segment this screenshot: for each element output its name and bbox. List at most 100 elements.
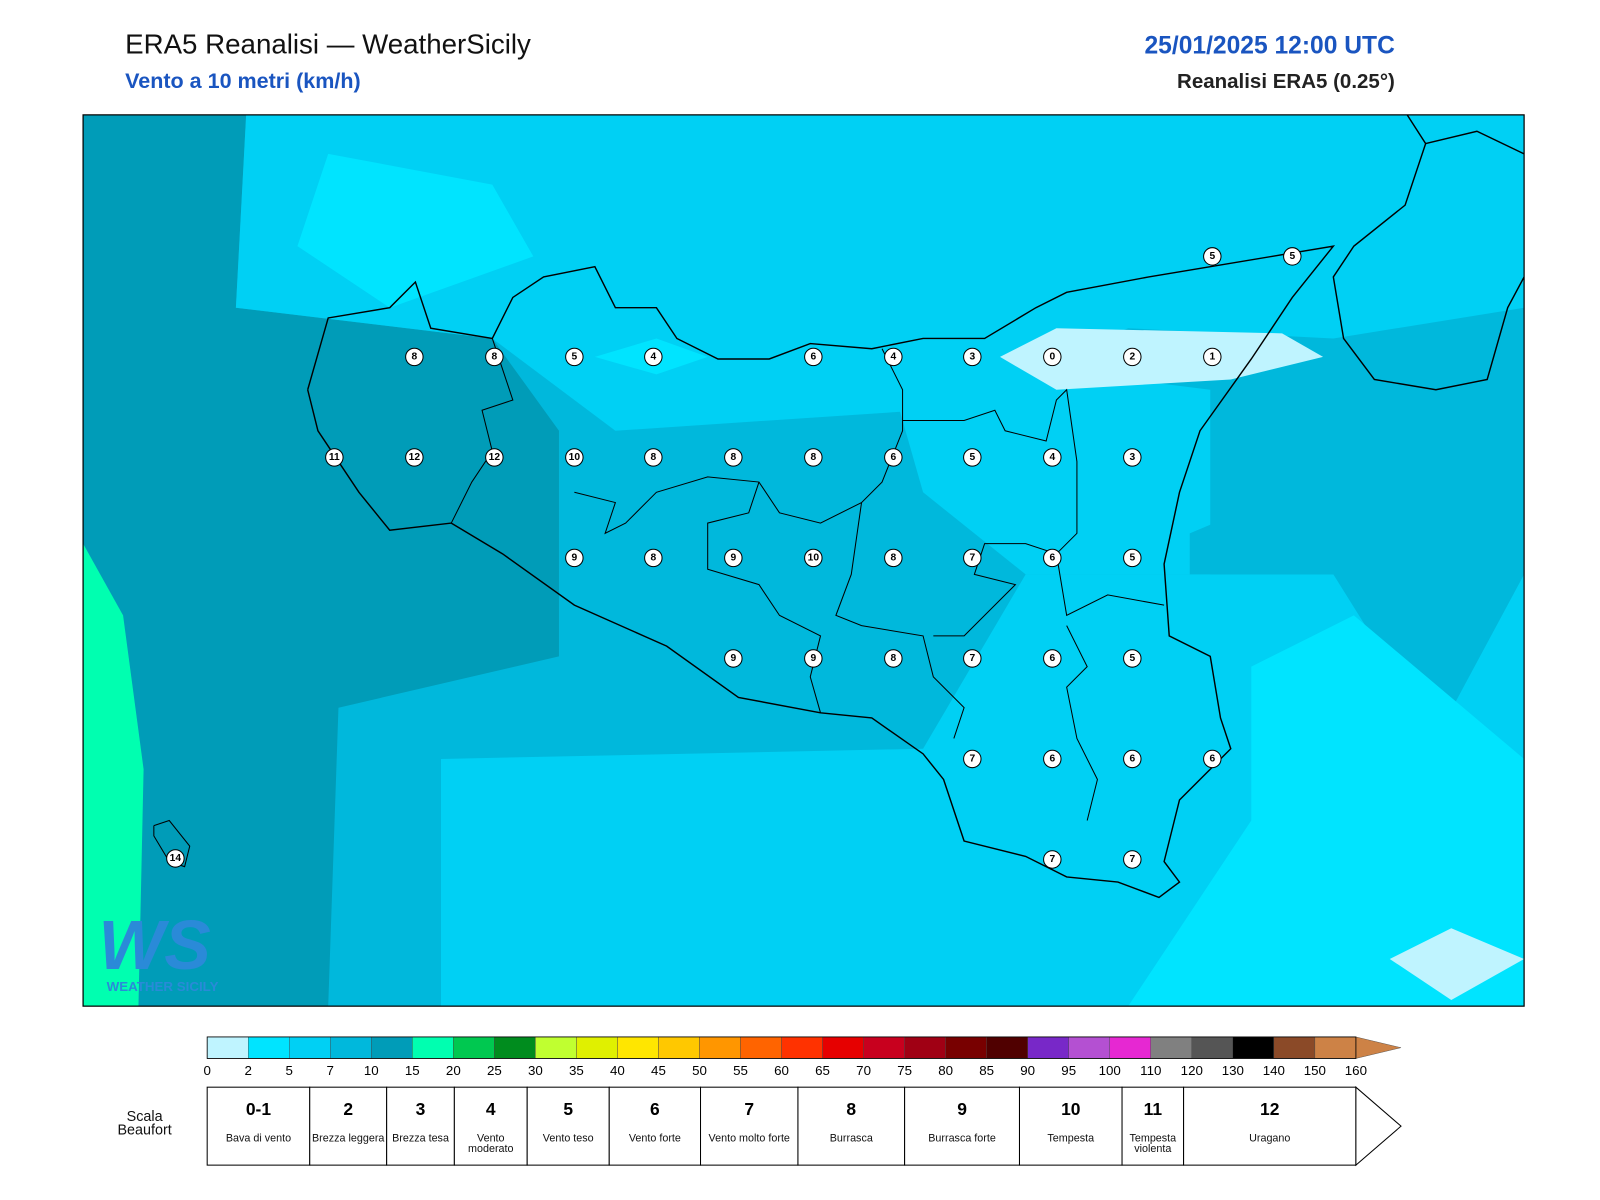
coastline [1425,130,1525,155]
station-marker [485,347,504,367]
beaufort-arrow [1355,1086,1402,1167]
station-value: 14 [170,853,182,864]
beaufort-description-box: Brezza leggera [312,1133,384,1144]
station-value: 1 [1209,351,1215,362]
colorbar-segment [945,1036,987,1059]
station-value: 5 [969,452,975,463]
province-border [902,388,1078,637]
beaufort-description-box: Vento molto forte [709,1133,790,1144]
station-marker [804,649,823,668]
beaufort-cell [1121,1086,1185,1166]
station-value: 2 [1129,351,1135,362]
station-marker [963,347,982,367]
colorbar-tick-label: 15 [405,1063,420,1078]
beaufort-force: 9 [957,1099,967,1119]
beaufort-cell [797,1086,906,1166]
logo: WS WEATHER SICILY [98,906,218,994]
station-marker [166,849,185,868]
station-marker [1043,347,1062,367]
station-value: 8 [890,653,896,664]
station-marker [1043,448,1062,467]
station-value: 8 [650,452,656,463]
field-dark [83,114,559,1007]
station-value: 9 [810,653,816,664]
station-value: 10 [808,552,820,563]
coastline [1332,114,1525,391]
station-marker [1283,247,1302,266]
field-bright [1128,615,1525,1007]
station-marker [963,448,982,467]
colorbar-tick-label: 55 [733,1063,748,1078]
field-mid [235,114,1525,431]
colorbar-tick-label: 140 [1263,1063,1285,1078]
beaufort-label-box: Scala Beaufort [117,1110,171,1137]
station-marker [884,649,903,668]
station-value: 6 [1129,753,1135,764]
beaufort-description-box: Vento teso [543,1133,594,1144]
beaufort-description: Brezza tesa [392,1133,449,1145]
logo-letters: WS [98,906,210,984]
beaufort-description: Burrasca [829,1133,873,1145]
colorbar-tick-label: 130 [1222,1063,1244,1078]
station-marker [884,347,903,367]
beaufort-cell [1018,1086,1123,1166]
station-marker [963,749,982,769]
colorbar-segment [904,1036,946,1059]
colorbar-segment [986,1036,1028,1059]
colorbar-tick-label: 5 [286,1063,293,1078]
colorbar-segment [1150,1036,1192,1059]
beaufort-force: 0-1 [246,1099,271,1119]
station-marker [565,347,584,367]
station-value: 8 [890,552,896,563]
station-value: 6 [1209,753,1215,764]
province-border [1055,553,1165,617]
station-marker [565,548,584,568]
colorbar-segment [576,1036,618,1059]
colorbar-tick-label: 120 [1181,1063,1203,1078]
colorbar-tick-label: 65 [815,1063,830,1078]
colorbar-segment [740,1036,782,1059]
beaufort-description-box: Burrasca forte [928,1133,996,1144]
source: Reanalisi ERA5 (0.25°) [1177,70,1395,93]
beaufort-scale: Scala Beaufort 0-1 Bava di vento 2 Brezza le… [117,1086,1402,1167]
station-value: 6 [1049,552,1055,563]
station-value: 10 [569,452,581,463]
beaufort-description-box: Burrasca [829,1133,873,1145]
beaufort-force: 3 [416,1099,426,1119]
station-value: 6 [890,452,896,463]
station-value: 3 [969,351,975,362]
colorbar-tick-label: 95 [1061,1063,1076,1078]
station-marker [804,448,823,467]
station-marker [1043,649,1062,668]
station-marker [405,448,424,467]
colorbar-segment [699,1036,741,1059]
beaufort-cell [1183,1086,1357,1166]
colorbar-tick-label: 100 [1099,1063,1121,1078]
station-value: 0 [1049,351,1055,362]
logo-text: WEATHER SICILY [107,979,219,994]
colorbar-extend [1355,1036,1402,1059]
colorbar-tick-label: 150 [1304,1063,1326,1078]
station-value: 8 [650,552,656,563]
station-marker [804,548,823,568]
beaufort-description-box: Bava di vento [225,1133,292,1145]
beaufort-force: 7 [744,1099,754,1119]
colorbar-tick-label: 0 [203,1063,210,1078]
colorbar-tick-label: 2 [244,1063,251,1078]
station-value: 8 [492,351,498,362]
station-marker [405,347,424,367]
beaufort-description-box: Tempesta [1047,1133,1094,1144]
beaufort-force: 4 [486,1099,496,1119]
colorbar-segment [658,1036,700,1059]
beaufort-force: 10 [1061,1099,1080,1119]
station-value: 5 [572,351,578,362]
colorbar: 0 2 5 7 10 15 20 25 30 35 40 45 50 55 60 65 70 75 80 85 90 95… [203,1036,1402,1078]
beaufort-description: Bava di vento [225,1133,292,1145]
station-marker [644,548,663,568]
station-value: 8 [810,452,816,463]
field-dark [1189,451,1525,739]
beaufort-force: 6 [650,1099,660,1119]
station-value: 12 [489,452,501,463]
colorbar-segment [1191,1036,1234,1059]
